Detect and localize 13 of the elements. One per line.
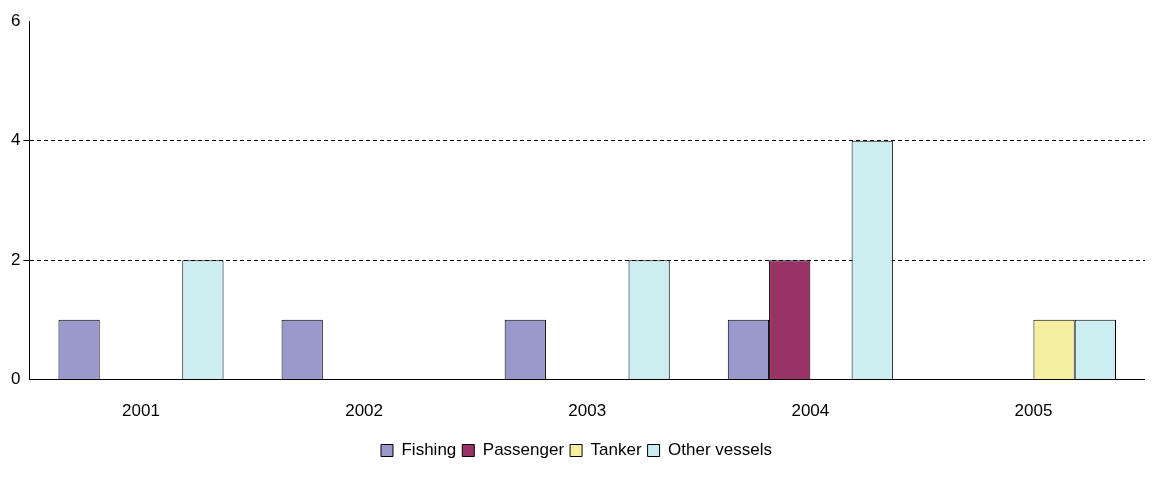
y-tick-label: 4 <box>10 130 21 150</box>
x-tick-label: 2002 <box>345 401 384 421</box>
legend-label: Fishing <box>401 440 457 460</box>
y-tick-label: 2 <box>10 249 21 269</box>
x-tick-label: 2004 <box>791 401 830 421</box>
legend-label: Passenger <box>482 440 565 460</box>
y-tick-label: 0 <box>10 369 21 389</box>
y-tick-label: 6 <box>10 10 21 30</box>
legend-label: Other vessels <box>668 440 773 460</box>
x-tick-label: 2003 <box>568 401 607 421</box>
legend-label: Tanker <box>590 440 642 460</box>
x-tick-label: 2001 <box>122 401 160 421</box>
x-tick-label: 2005 <box>1014 401 1053 421</box>
